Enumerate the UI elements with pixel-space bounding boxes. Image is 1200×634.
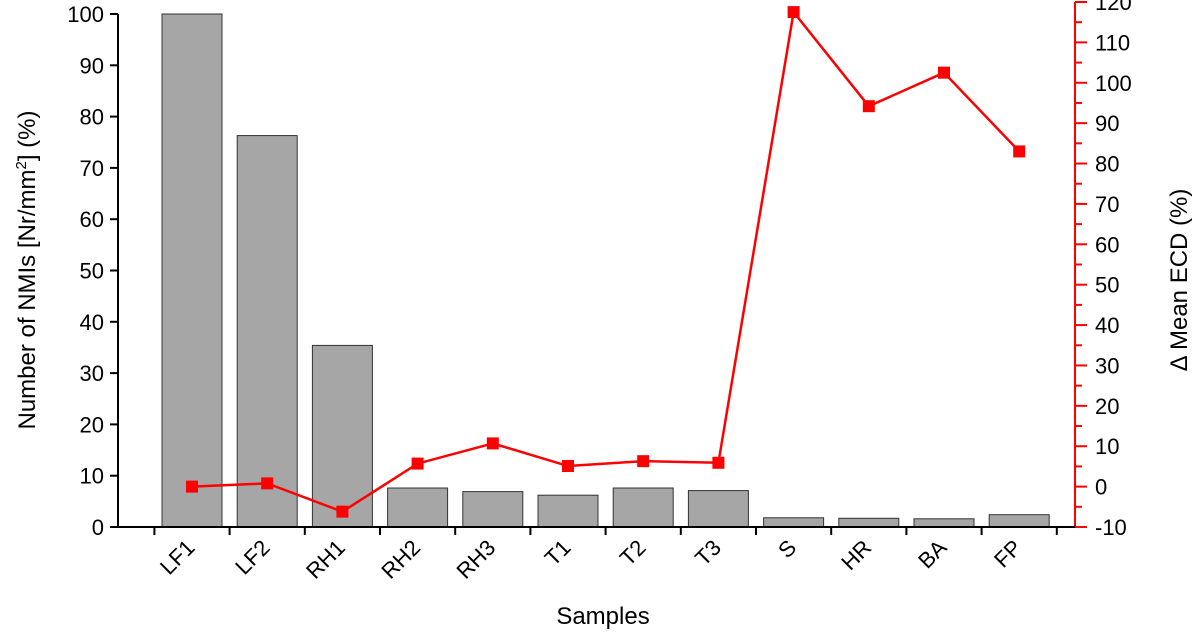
left-axis-tick-label: 90 [80,53,104,78]
left-axis-tick-label: 30 [80,361,104,386]
line-point-S [787,6,800,19]
x-axis-tick-label: HR [836,535,876,575]
left-axis-tick-label: 40 [80,310,104,335]
right-axis-tick-label: 70 [1095,192,1119,217]
bar-T1 [537,494,599,528]
right-axis-tick-label: 110 [1095,30,1130,55]
y-axis-title: Number of NMIs [Nr/mm2] (%) [13,110,41,429]
right-axis-tick-label: 100 [1095,71,1132,96]
line-point-RH1 [336,505,349,518]
right-axis-tick-label: 80 [1095,152,1119,177]
bar-series [161,13,1050,528]
left-axis-tick-label: 20 [80,412,104,437]
right-axis-tick-label: 10 [1095,434,1119,459]
left-axis-tick-label: 0 [92,515,104,540]
line-point-T3 [712,456,725,469]
x-axis-tick-label: T1 [540,535,576,571]
line-point-RH2 [411,457,424,470]
bar-RH2 [387,487,449,528]
y-axis-title-text: Number of NMIs [Nr/mm [14,170,41,430]
x-axis-tick-label: LF1 [155,535,199,579]
x-axis: LF1 LF2 RH1 RH2 RH3 T1 T2 T3 S HR BA FP [118,526,1075,584]
right-axis-tick-label: 90 [1095,111,1119,136]
right-axis-tick-label: 30 [1095,353,1119,378]
x-axis-tick-label: T3 [690,535,726,571]
line-point-LF1 [186,480,198,493]
bar-HR [838,517,900,528]
right-axis-tick-label: 0 [1095,475,1107,500]
x-axis-title: Samples [556,603,649,630]
left-axis-tick-label: 100 [67,2,104,27]
bar-RH3 [462,491,524,528]
x-axis-tick-label: BA [913,535,952,574]
right-axis-tick-label: 50 [1095,273,1119,298]
right-axis: -10 0 10 20 30 40 50 60 70 80 90 100 110 120 [1074,0,1132,540]
bar-T3 [687,490,749,528]
left-axis-tick-label: 70 [80,156,104,181]
right-axis-tick-label: -10 [1095,515,1127,540]
x-axis-tick-label: T2 [615,535,651,571]
bar-LF1 [161,13,223,528]
left-axis: 0 10 20 30 40 50 60 70 80 90 100 [67,2,119,540]
line-point-HR [862,100,875,113]
left-axis-tick-label: 10 [80,464,104,489]
x-axis-tick-label: RH2 [376,535,425,584]
right-axis-tick-label: 20 [1095,394,1119,419]
line-point-FP [1013,145,1026,158]
x-axis-tick-label: RH1 [301,535,350,584]
bar-FP [988,514,1050,528]
line-point-T1 [562,460,574,473]
line-series [186,6,1026,518]
right-axis-tick-label: 120 [1095,0,1132,15]
bar-T2 [612,487,674,528]
left-axis-tick-label: 80 [80,105,104,130]
x-axis-tick-label: S [773,535,801,563]
right-axis-tick-label: 60 [1095,232,1119,257]
y-axis-title-superscript: 2 [13,161,30,169]
y2-axis-title: Δ Mean ECD (%) [1166,189,1193,372]
line-point-T2 [637,455,650,468]
bar-BA [913,518,975,528]
left-axis-tick-label: 50 [80,259,104,284]
line-point-RH3 [486,437,499,450]
x-axis-tick-label: LF2 [230,535,274,579]
line-series-path [191,9,1021,514]
y-axis-title-suffix: ] (%) [14,110,41,161]
bar-S [763,517,825,528]
bar-RH1 [311,344,373,528]
bar-LF2 [236,135,298,528]
line-point-BA [938,66,950,79]
x-axis-tick-label: FP [989,535,1027,573]
x-axis-tick-label: RH3 [452,535,501,584]
left-axis-tick-label: 60 [80,207,104,232]
right-axis-tick-label: 40 [1095,313,1119,338]
line-point-LF2 [261,477,274,490]
